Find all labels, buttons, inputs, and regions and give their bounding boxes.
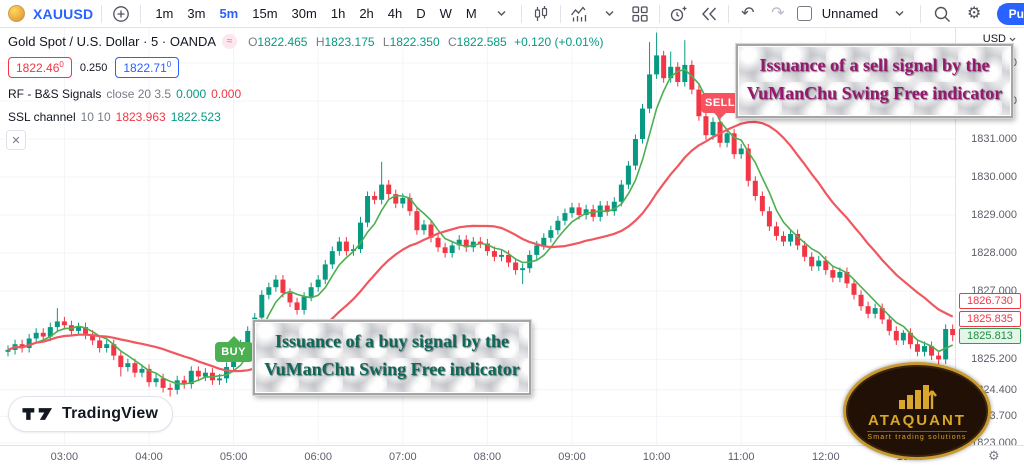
chevron-down-icon bbox=[1009, 37, 1016, 41]
timeframe-D[interactable]: D bbox=[416, 6, 426, 21]
time-axis-label: 04:00 bbox=[135, 451, 163, 463]
time-axis-label: 11:00 bbox=[727, 451, 755, 463]
indicator-value: 0.000 bbox=[211, 87, 242, 101]
timeframe-30m[interactable]: 30m bbox=[291, 6, 317, 21]
divider bbox=[920, 4, 922, 23]
indicator-row-ssl-channel[interactable]: SSL channel 10 10 1823.963 1822.523 bbox=[8, 110, 221, 124]
timeframe-5m[interactable]: 5m bbox=[219, 6, 239, 21]
search-icon[interactable] bbox=[931, 3, 953, 25]
ssl-fast-line bbox=[7, 68, 954, 385]
redo-icon[interactable]: ↷ bbox=[771, 4, 785, 22]
time-axis-label: 07:00 bbox=[389, 451, 417, 463]
price-axis-label: 1825.200 bbox=[971, 353, 1017, 365]
compare-add-icon[interactable] bbox=[110, 3, 132, 25]
time-axis-label: 05:00 bbox=[219, 451, 248, 463]
ataquant-title: ATAQUANT bbox=[868, 411, 966, 429]
chevron-down-icon[interactable] bbox=[491, 3, 513, 25]
toolbar-right-group: Unnamed ⚙ bbox=[796, 3, 1024, 25]
chevron-down-icon[interactable] bbox=[599, 3, 621, 25]
tradingview-logo-icon bbox=[22, 408, 53, 420]
timeframe-1m[interactable]: 1m bbox=[155, 6, 174, 21]
close-label: C bbox=[448, 34, 457, 49]
time-axis-label: 12:00 bbox=[812, 451, 840, 463]
divider bbox=[101, 4, 103, 23]
ataquant-watermark-logo: ATAQUANT Smart trading solutions bbox=[843, 362, 991, 460]
sell-price-button[interactable]: 1822.460 bbox=[8, 57, 72, 78]
layout-checkbox[interactable] bbox=[796, 6, 812, 21]
last-price-box: 1825.813 bbox=[959, 328, 1021, 344]
publish-button[interactable]: Pu bbox=[996, 3, 1024, 25]
tradingview-logo-text: TradingView bbox=[62, 405, 159, 422]
close-value: 1822.585 bbox=[456, 34, 507, 49]
sell-annotation-note: Issuance of a sell signal by the VuManCh… bbox=[735, 43, 1014, 119]
buy-signal-label: BUY bbox=[214, 336, 253, 362]
layout-name-button[interactable]: Unnamed bbox=[821, 6, 879, 21]
time-axis-label: 10:00 bbox=[642, 451, 671, 463]
price-axis-label: 1830.000 bbox=[971, 171, 1017, 183]
high-label: H bbox=[315, 34, 325, 49]
time-axis[interactable]: 03:00 04:00 05:00 06:00 07:00 08:00 09:00 10:00… bbox=[0, 445, 1024, 468]
time-axis-label: 09:00 bbox=[558, 451, 586, 463]
close-icon[interactable]: ✕ bbox=[6, 130, 26, 150]
last-price-box: 1826.730 bbox=[959, 293, 1021, 309]
axis-settings-gear-icon[interactable]: ⚙ bbox=[988, 448, 1000, 463]
low-label: L bbox=[382, 34, 390, 49]
divider bbox=[727, 4, 729, 23]
timeframe-4h[interactable]: 4h bbox=[387, 6, 403, 21]
market-status-icon[interactable]: ≈ bbox=[222, 34, 238, 49]
undo-icon[interactable]: ↶ bbox=[741, 4, 755, 22]
high-value: 1823.175 bbox=[324, 34, 375, 49]
divider bbox=[140, 4, 142, 23]
change-value: +0.120 (+0.01%) bbox=[514, 34, 604, 49]
open-value: 1822.465 bbox=[257, 34, 308, 49]
price-axis-label: 1828.000 bbox=[971, 247, 1017, 259]
chevron-down-icon[interactable] bbox=[888, 3, 910, 25]
timeframe-M[interactable]: M bbox=[465, 6, 477, 21]
top-toolbar: XAUUSD 1m 3m 5m 15m 30m 1h 2h 4h D W M bbox=[0, 0, 1024, 28]
candlestick-series bbox=[5, 32, 955, 397]
timeframe-2h[interactable]: 2h bbox=[359, 6, 374, 21]
time-axis-label: 06:00 bbox=[304, 451, 332, 463]
tradingview-logo-badge[interactable]: TradingView bbox=[8, 396, 174, 432]
buy-price-button[interactable]: 1822.710 bbox=[115, 57, 180, 78]
indicator-value: 0.000 bbox=[176, 87, 207, 101]
chart-legend: Gold Spot / U.S. Dollar · 5 · OANDA ≈ O1… bbox=[6, 34, 604, 150]
time-axis-label: 08:00 bbox=[473, 451, 502, 463]
ataquant-subtitle: Smart trading solutions bbox=[867, 430, 967, 441]
last-price-box: 1825.835 bbox=[959, 311, 1021, 327]
chart-style-candles-icon[interactable] bbox=[530, 3, 552, 25]
timeframe-3m[interactable]: 3m bbox=[187, 6, 206, 21]
ssl-slow-line bbox=[7, 120, 954, 373]
open-label: O bbox=[248, 34, 258, 49]
symbol-title[interactable]: Gold Spot / U.S. Dollar · 5 · OANDA bbox=[8, 34, 217, 49]
symbol-button[interactable]: XAUUSD bbox=[33, 5, 94, 22]
divider bbox=[658, 4, 660, 23]
time-axis-label: 03:00 bbox=[50, 451, 79, 463]
indicators-icon[interactable] bbox=[569, 3, 591, 25]
symbol-logo-icon bbox=[8, 5, 25, 22]
alert-icon[interactable] bbox=[668, 3, 690, 25]
divider bbox=[520, 4, 522, 23]
settings-gear-icon[interactable]: ⚙ bbox=[966, 4, 982, 22]
timeframe-group: 1m 3m 5m 15m 30m 1h 2h 4h D W M bbox=[149, 4, 482, 23]
spread-value: 0.250 bbox=[79, 61, 108, 74]
layout-templates-icon[interactable] bbox=[629, 3, 651, 25]
timeframe-W[interactable]: W bbox=[439, 6, 452, 21]
timeframe-1h[interactable]: 1h bbox=[330, 6, 346, 21]
indicator-value: 1823.963 bbox=[115, 110, 166, 124]
buy-annotation-note: Issuance of a buy signal by the VuManChu… bbox=[252, 319, 532, 396]
indicator-value: 1822.523 bbox=[170, 110, 221, 124]
price-axis-label: 1829.000 bbox=[971, 209, 1017, 221]
bar-replay-icon[interactable] bbox=[698, 3, 720, 25]
low-value: 1822.350 bbox=[389, 34, 440, 49]
timeframe-15m[interactable]: 15m bbox=[252, 6, 278, 21]
price-axis-label: 1831.000 bbox=[971, 133, 1017, 145]
currency-selector[interactable]: USD bbox=[983, 33, 1016, 45]
sell-signal-label: SELL bbox=[701, 93, 740, 119]
bar-chart-growth-icon bbox=[899, 384, 937, 409]
divider bbox=[559, 4, 561, 23]
indicator-row-rf-bs-signals[interactable]: RF - B&S Signals close 20 3.5 0.000 0.00… bbox=[8, 87, 242, 101]
